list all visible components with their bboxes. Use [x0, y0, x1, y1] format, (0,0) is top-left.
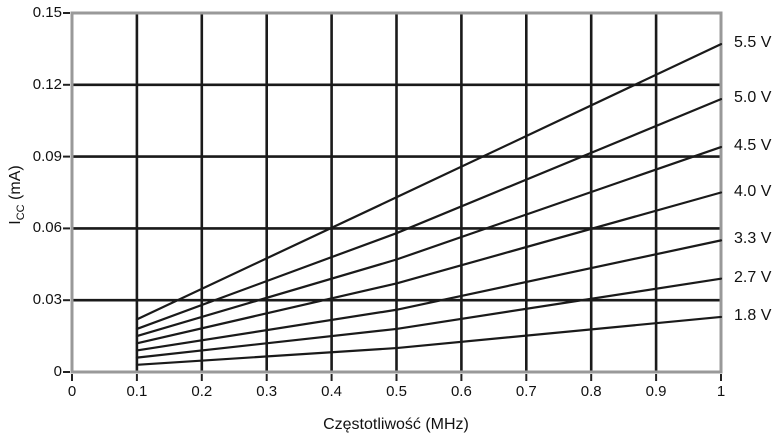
series-label: 1.8 V	[734, 306, 772, 324]
series-label: 2.7 V	[734, 268, 772, 286]
y-tick-label: 0.15	[32, 4, 62, 21]
y-axis-title-unit: (mA)	[7, 165, 24, 205]
series-label: 5.0 V	[734, 89, 772, 107]
x-tick-label: 0.2	[191, 383, 213, 400]
series-line-4.5-v	[135, 145, 723, 338]
series-line-5.5-v	[135, 43, 723, 321]
x-tick-label: 0.9	[645, 383, 667, 400]
x-axis-title: Częstotliwość (MHz)	[323, 416, 469, 433]
x-tick-label: 0.4	[321, 383, 343, 400]
x-tick-label: 0	[67, 383, 77, 400]
y-tick-label: 0.03	[32, 291, 62, 309]
y-tick-label: 0	[53, 363, 62, 380]
x-tick-label: 0.5	[386, 383, 407, 400]
series-line-2.7-v	[135, 277, 723, 359]
series-line-3.3-v	[135, 239, 723, 352]
series-label: 5.5 V	[734, 34, 772, 52]
x-tick-label: 0.7	[515, 383, 537, 400]
series-label: 3.3 V	[734, 230, 772, 248]
y-tick-label: 0.06	[32, 219, 62, 237]
y-tick-label: 0.09	[32, 147, 62, 165]
series-line-5.0-v	[135, 98, 723, 331]
y-axis-title-subscript: CC	[15, 204, 28, 221]
series-label: 4.5 V	[734, 137, 772, 155]
series-line-4.0-v	[135, 191, 723, 345]
series-label: 4.0 V	[734, 182, 772, 200]
series-line-1.8-v	[135, 315, 723, 366]
x-tick-label: 0.8	[580, 383, 602, 400]
x-tick-label: 1	[716, 383, 726, 400]
y-tick-label: 0.12	[32, 75, 62, 93]
x-tick-label: 0.1	[126, 383, 148, 400]
x-tick-label: 0.3	[256, 383, 278, 400]
x-tick-label: 0.6	[450, 383, 472, 400]
